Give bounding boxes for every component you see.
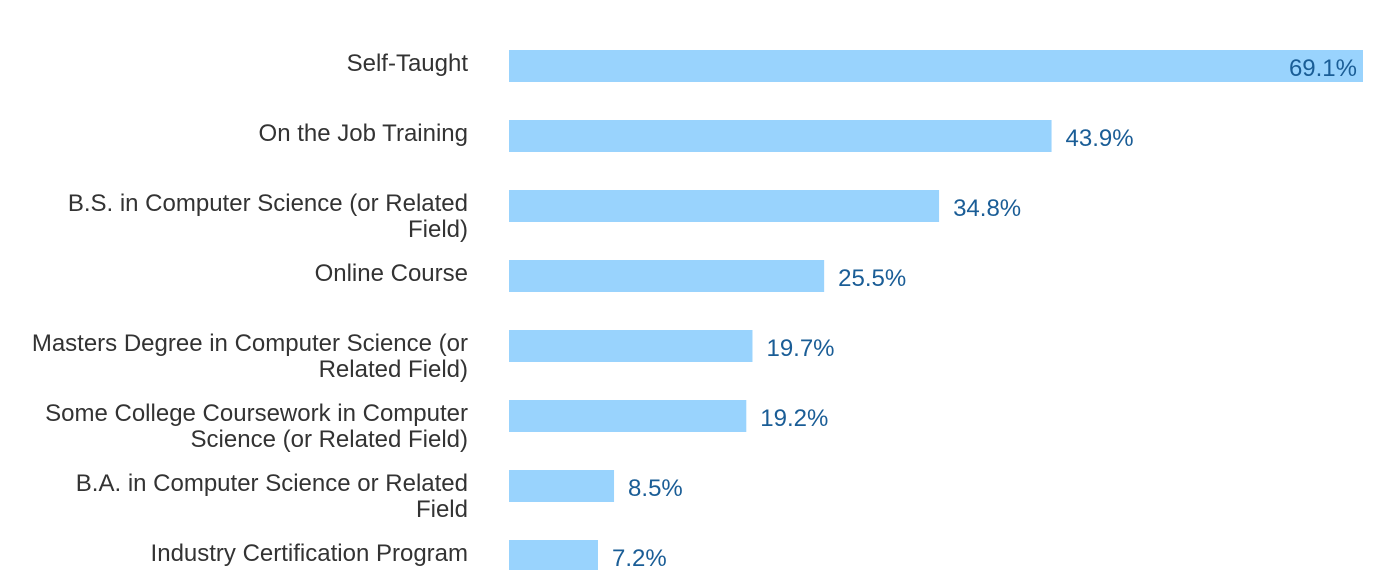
bar bbox=[509, 260, 825, 292]
category-label: On the Job Training bbox=[258, 120, 468, 147]
value-label: 19.7% bbox=[766, 335, 834, 362]
category-label: Online Course bbox=[314, 260, 468, 287]
category-label: B.S. in Computer Science (or Related Fie… bbox=[67, 190, 468, 243]
category-label: Self-Taught bbox=[346, 50, 468, 77]
value-label: 25.5% bbox=[838, 265, 906, 292]
bar bbox=[509, 330, 753, 362]
value-label: 43.9% bbox=[1066, 125, 1134, 152]
bar bbox=[509, 540, 598, 570]
value-label: 19.2% bbox=[760, 405, 828, 432]
category-label: B.A. in Computer Science or Related Fiel… bbox=[75, 470, 468, 523]
bar bbox=[509, 190, 940, 222]
value-label: 69.1% bbox=[1289, 55, 1357, 82]
bar bbox=[509, 50, 1363, 82]
bar bbox=[509, 120, 1052, 152]
bar bbox=[509, 400, 747, 432]
category-label: Industry Certification Program bbox=[150, 540, 468, 567]
bar bbox=[509, 470, 615, 502]
value-label: 7.2% bbox=[612, 545, 667, 570]
value-label: 8.5% bbox=[628, 475, 683, 502]
category-label: Masters Degree in Computer Science (or R… bbox=[31, 330, 468, 383]
value-label: 34.8% bbox=[953, 195, 1021, 222]
category-label: Some College Coursework in Computer Scie… bbox=[45, 400, 468, 453]
